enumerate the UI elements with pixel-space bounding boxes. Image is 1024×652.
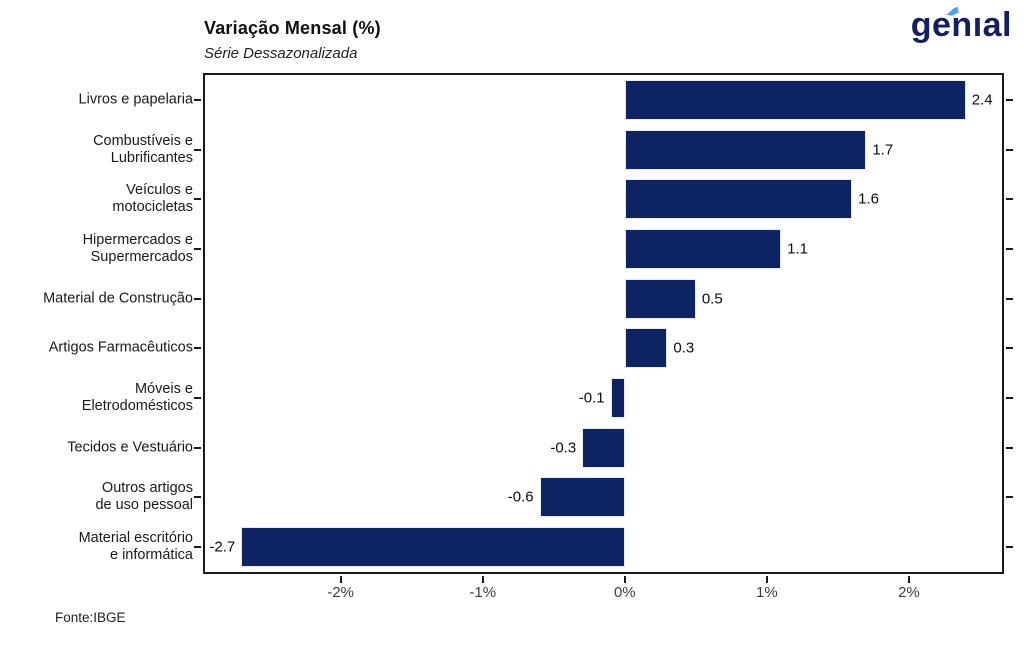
category-label: Livros e papelaria <box>18 91 193 108</box>
category-label-line: Combustíveis e <box>93 132 193 149</box>
chart-title: Variação Mensal (%) <box>204 18 381 38</box>
bar-value-label: 0.5 <box>701 290 723 308</box>
x-axis-tick <box>765 576 768 583</box>
category-label-line: motocicletas <box>112 199 193 216</box>
category-label: Artigos Farmacêuticos <box>18 340 193 357</box>
y-axis-tick <box>194 297 201 300</box>
y-axis-tick-right <box>1006 148 1013 151</box>
category-label-line: Tecidos e Vestuário <box>67 439 193 456</box>
genial-logo-text: genıal <box>910 6 1012 44</box>
genial-logo: genıal <box>911 2 1012 52</box>
y-axis-tick-right <box>1006 397 1013 400</box>
bar <box>539 477 625 518</box>
bar <box>610 378 625 419</box>
y-axis-tick <box>194 98 201 101</box>
x-axis-tick <box>623 576 626 583</box>
y-axis-tick <box>194 198 201 201</box>
category-label: Material escritório e informática <box>18 530 193 564</box>
x-axis-tick <box>481 576 484 583</box>
bar <box>624 278 696 319</box>
bar <box>624 328 668 369</box>
category-label-line: Veículos e <box>126 182 193 199</box>
bar-value-label: -0.3 <box>550 439 577 457</box>
bar-value-label: -0.6 <box>507 488 534 506</box>
bar <box>624 79 966 120</box>
bar-value-label: 1.7 <box>872 141 894 159</box>
category-label-line: Hipermercados e <box>82 231 193 248</box>
category-label: Hipermercados e Supermercados <box>18 232 193 266</box>
category-label-line: Lubrificantes <box>110 149 193 166</box>
bar-value-label: 0.3 <box>673 339 695 357</box>
y-axis-tick <box>194 148 201 151</box>
y-axis-tick <box>194 247 201 250</box>
source-note: Fonte:IBGE <box>55 610 126 625</box>
bar-value-label: -0.1 <box>578 389 605 407</box>
category-label-line: Eletrodomésticos <box>81 398 193 415</box>
x-axis-tick-label: 1% <box>756 584 778 601</box>
chart-subtitle: Série Dessazonalizada <box>204 45 358 62</box>
x-axis-tick-label: -1% <box>469 584 497 601</box>
bar-value-label: 1.6 <box>858 190 879 208</box>
category-label: Combustíveis e Lubrificantes <box>18 133 193 167</box>
bar <box>624 228 782 269</box>
bar <box>624 179 853 220</box>
x-axis-tick <box>907 576 910 583</box>
category-label-line: Outros artigos <box>101 480 193 497</box>
y-axis-tick-right <box>1006 496 1013 499</box>
category-label-line: e informática <box>109 547 193 564</box>
category-label: Móveis e Eletrodomésticos <box>18 381 193 415</box>
category-label: Tecidos e Vestuário <box>18 439 193 456</box>
bar <box>582 427 625 468</box>
category-label-line: Artigos Farmacêuticos <box>48 339 193 356</box>
bar-value-label: 2.4 <box>971 91 993 109</box>
category-label-line: Livros e papelaria <box>78 91 193 108</box>
bar <box>624 129 867 170</box>
category-label-line: Supermercados <box>90 248 193 265</box>
y-axis-tick <box>194 546 201 549</box>
y-axis-tick <box>194 446 201 449</box>
y-axis-tick-right <box>1006 297 1013 300</box>
bar <box>241 527 625 568</box>
y-axis-tick-right <box>1006 546 1013 549</box>
y-axis-tick-right <box>1006 198 1013 201</box>
y-axis-tick-right <box>1006 446 1013 449</box>
category-label-line: Material de Construção <box>43 290 193 307</box>
category-label-line: de uso pessoal <box>95 497 193 514</box>
x-axis-tick-label: -2% <box>327 584 355 601</box>
chart-plot-area: Livros e papelaria 2.4 Combustíveis e Lubri… <box>43 73 1013 601</box>
y-axis-tick-right <box>1006 247 1013 250</box>
y-axis-tick <box>194 347 201 350</box>
y-axis-tick <box>194 496 201 499</box>
bar-value-label: 1.1 <box>787 240 808 258</box>
x-axis-tick-label: 2% <box>898 584 920 601</box>
category-label: Outros artigos de uso pessoal <box>18 480 193 514</box>
bar-value-label: -2.7 <box>209 538 236 556</box>
category-label: Material de Construção <box>18 290 193 307</box>
x-axis-tick-label: 0% <box>613 584 636 601</box>
x-axis-tick <box>339 576 342 583</box>
category-label-line: Móveis e <box>134 381 193 398</box>
category-label: Veículos e motocicletas <box>18 182 193 216</box>
y-axis-tick-right <box>1006 347 1013 350</box>
y-axis-tick-right <box>1006 98 1013 101</box>
category-label-line: Material escritório <box>78 530 193 547</box>
y-axis-tick <box>194 397 201 400</box>
